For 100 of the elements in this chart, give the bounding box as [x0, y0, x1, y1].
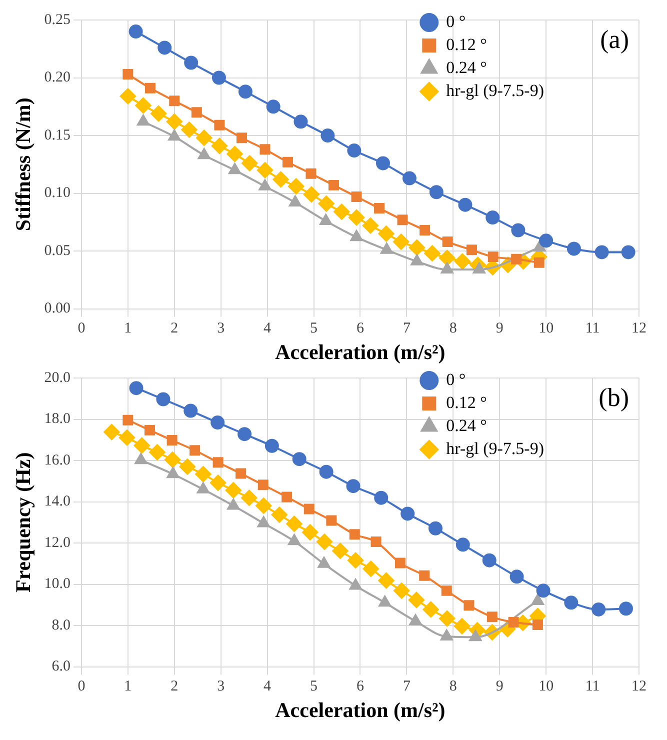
- x-tick-label: 12: [632, 320, 646, 337]
- legend-label: hr-gl (9-7.5-9): [446, 80, 544, 100]
- point: [266, 100, 280, 114]
- point: [347, 144, 362, 158]
- x-tick-label: 6: [356, 320, 364, 337]
- point: [466, 244, 477, 256]
- point: [532, 594, 544, 605]
- point: [349, 529, 360, 540]
- y-tick-label: 12.0: [44, 534, 70, 551]
- point: [150, 106, 167, 122]
- point: [212, 457, 224, 468]
- point: [469, 630, 482, 642]
- point: [328, 180, 339, 190]
- point: [135, 97, 152, 114]
- point: [429, 185, 444, 200]
- point: [439, 610, 456, 627]
- point: [195, 466, 212, 482]
- point: [134, 437, 150, 454]
- point: [198, 148, 210, 160]
- point: [318, 196, 334, 212]
- point: [326, 515, 337, 526]
- point: [149, 444, 166, 460]
- annotation: (a): [600, 24, 629, 54]
- x-tick-label: 0: [78, 320, 86, 337]
- point: [419, 570, 430, 581]
- x-tick-label: 0: [78, 678, 86, 695]
- point: [350, 230, 363, 242]
- point: [181, 122, 198, 138]
- point: [184, 404, 198, 418]
- x-tick-label: 4: [264, 678, 272, 695]
- y-tick-label: 0.00: [44, 300, 70, 317]
- x-tick-label: 5: [310, 320, 318, 337]
- point: [618, 602, 633, 616]
- point: [144, 424, 155, 436]
- y-tick-label: 0.10: [44, 185, 70, 202]
- point: [539, 234, 554, 248]
- y-axis-title: Stiffness (N/m): [11, 98, 36, 232]
- point: [408, 592, 424, 608]
- point: [370, 536, 382, 548]
- point: [210, 474, 226, 491]
- point: [482, 553, 496, 568]
- point: [210, 416, 225, 430]
- point: [378, 226, 394, 242]
- point: [272, 171, 289, 188]
- point: [488, 252, 498, 262]
- point: [169, 96, 180, 106]
- y-tick-label: 20.0: [44, 370, 70, 386]
- point: [510, 570, 524, 584]
- x-tick-label: 3: [217, 320, 225, 337]
- point: [348, 210, 365, 226]
- x-tick-label: 7: [402, 678, 411, 695]
- point: [271, 506, 288, 523]
- point: [191, 107, 202, 118]
- point: [532, 619, 543, 630]
- point: [128, 24, 143, 39]
- point: [332, 542, 348, 559]
- point: [212, 70, 226, 85]
- x-tick-label: 9: [496, 678, 504, 695]
- x-tick-label: 4: [264, 320, 272, 337]
- point: [536, 584, 550, 598]
- point: [376, 156, 390, 170]
- point: [164, 452, 181, 468]
- point: [236, 132, 247, 144]
- x-axis-title: Acceleration (m/s²): [275, 698, 446, 722]
- point: [256, 498, 272, 514]
- point: [318, 556, 330, 568]
- point: [351, 192, 362, 202]
- point: [179, 458, 196, 475]
- point: [428, 521, 442, 536]
- point: [486, 612, 498, 622]
- legend-label: 0.24 °: [446, 416, 487, 435]
- y-tick-label: 18.0: [44, 411, 70, 428]
- point: [374, 490, 388, 505]
- point: [362, 560, 379, 577]
- x-tick-label: 8: [449, 320, 457, 337]
- x-tick-label: 1: [124, 320, 132, 337]
- point: [472, 262, 486, 274]
- x-tick-label: 11: [585, 678, 600, 695]
- y-tick-label: 14.0: [44, 494, 70, 510]
- point: [144, 82, 156, 94]
- y-tick-label: 0.05: [44, 242, 70, 259]
- point: [349, 578, 362, 590]
- point: [120, 88, 136, 104]
- point: [362, 218, 378, 234]
- x-tick-label: 10: [538, 320, 554, 337]
- point: [260, 144, 270, 155]
- point: [464, 600, 474, 611]
- point: [566, 242, 581, 256]
- x-tick-label: 5: [310, 678, 318, 695]
- x-tick-label: 1: [124, 678, 132, 695]
- point: [420, 225, 430, 236]
- y-tick-label: 0.15: [44, 127, 70, 144]
- x-tick-label: 8: [449, 678, 457, 695]
- point: [264, 438, 279, 453]
- point: [393, 234, 410, 250]
- point: [378, 596, 392, 607]
- point: [238, 427, 252, 442]
- point: [511, 223, 526, 238]
- x-tick-label: 10: [538, 678, 554, 695]
- point: [440, 629, 453, 640]
